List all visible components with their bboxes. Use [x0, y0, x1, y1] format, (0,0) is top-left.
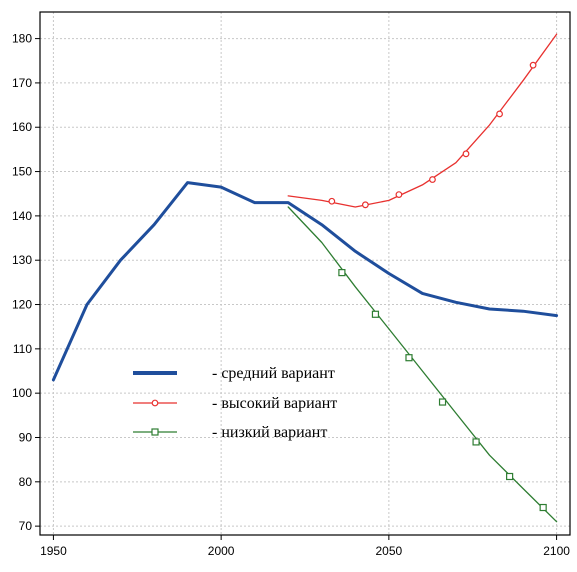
series-2	[287, 33, 558, 209]
legend-label: - низкий вариант	[212, 424, 327, 441]
series-line	[51, 181, 559, 382]
tick-labels: 1950 2000 2050 2100 70 80 90 100 110 120 130 140 150…	[12, 32, 570, 558]
data-point	[395, 191, 403, 199]
series-line	[287, 33, 558, 208]
data-point	[371, 310, 380, 318]
legend-entry-1: - средний вариант	[133, 365, 335, 382]
data-point	[472, 438, 480, 446]
data-point	[506, 472, 514, 481]
axes	[35, 11, 571, 540]
y-tick-label: 90	[19, 430, 33, 444]
legend-entry-2: - высокий вариант	[133, 395, 337, 412]
legend-entry-3: - низкий вариант	[133, 424, 327, 441]
y-tick-label: 160	[12, 120, 32, 134]
y-tick-label: 180	[12, 32, 32, 46]
legend-marker	[151, 399, 159, 407]
data-point	[328, 197, 336, 205]
data-point	[529, 61, 537, 69]
plot-frame	[39, 11, 571, 536]
data-point	[462, 150, 470, 158]
data-point	[338, 269, 346, 277]
series	[51, 33, 559, 523]
y-tick-label: 120	[12, 298, 32, 312]
x-tick-label: 2100	[543, 544, 570, 558]
data-point	[539, 503, 547, 512]
data-point	[496, 110, 503, 118]
y-tick-label: 70	[19, 519, 33, 533]
data-point	[361, 201, 369, 209]
data-point	[405, 354, 413, 362]
y-tick-label: 150	[12, 165, 32, 179]
y-tick-label: 100	[12, 386, 32, 400]
legend-label: - средний вариант	[212, 365, 335, 382]
legend: - средний вариант - высокий вариант - низк…	[133, 365, 337, 441]
series-1	[51, 181, 559, 382]
y-tick-label: 80	[19, 475, 33, 489]
series-3	[287, 206, 558, 523]
y-tick-label: 110	[13, 342, 32, 356]
x-tick-label: 2000	[208, 544, 235, 558]
legend-label: - высокий вариант	[212, 395, 337, 412]
y-tick-label: 130	[12, 253, 32, 267]
y-tick-label: 140	[12, 209, 32, 223]
data-point	[438, 398, 447, 406]
x-tick-label: 1950	[40, 544, 67, 558]
x-tick-label: 2050	[376, 544, 403, 558]
y-tick-label: 170	[12, 76, 32, 90]
legend-marker	[151, 428, 159, 436]
data-point	[429, 176, 436, 183]
